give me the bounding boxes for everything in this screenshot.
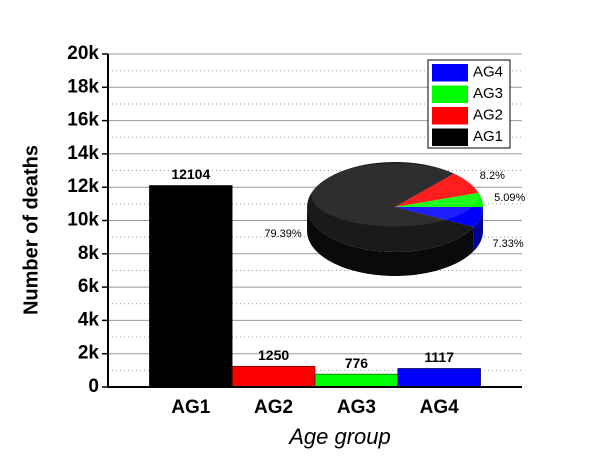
- bar-value-label: 1117: [424, 349, 454, 365]
- x-tick-label: AG4: [420, 397, 460, 418]
- x-tick-label: AG2: [254, 397, 293, 418]
- legend-swatch: [432, 128, 468, 146]
- bar: [231, 365, 316, 388]
- x-tick-label: AG3: [337, 397, 376, 418]
- y-axis-label: Number of deaths: [20, 145, 42, 315]
- x-axis-label: Age group: [287, 424, 391, 449]
- bar-value-label: 776: [345, 355, 369, 371]
- pie-value-label: 5.09%: [494, 192, 525, 204]
- pie-side: [473, 207, 483, 252]
- legend-label: AG2: [473, 107, 503, 124]
- legend-swatch: [432, 64, 468, 82]
- pie-value-label: 7.33%: [492, 238, 523, 250]
- bar: [314, 373, 399, 388]
- y-tick-label: 18k: [67, 76, 99, 97]
- y-tick-label: 14k: [67, 143, 99, 164]
- bar-value-label: 1250: [258, 347, 289, 363]
- y-tick-label: 12k: [67, 176, 99, 197]
- y-tick-label: 4k: [78, 309, 100, 330]
- pie-value-label: 79.39%: [264, 228, 302, 240]
- pie-value-label: 8.2%: [480, 170, 505, 182]
- y-tick-label: 10k: [67, 210, 99, 231]
- legend-swatch: [432, 85, 468, 103]
- bar-value-label: 12104: [171, 166, 210, 182]
- y-tick-label: 8k: [78, 243, 100, 264]
- legend-label: AG3: [473, 85, 503, 102]
- y-tick-label: 20k: [67, 43, 99, 64]
- legend-label: AG1: [473, 128, 503, 145]
- y-tick-label: 0: [88, 376, 99, 397]
- legend-swatch: [432, 107, 468, 125]
- pie-tops: [307, 162, 483, 252]
- bar: [397, 368, 481, 388]
- pie-side: [307, 207, 474, 276]
- y-tick-label: 16k: [67, 110, 99, 131]
- y-tick-label: 6k: [78, 276, 100, 297]
- y-tick-label: 2k: [78, 343, 100, 364]
- bar: [149, 185, 233, 388]
- pie-sides: [307, 207, 483, 276]
- x-tick-label: AG1: [171, 397, 211, 418]
- legend-label: AG4: [473, 64, 503, 81]
